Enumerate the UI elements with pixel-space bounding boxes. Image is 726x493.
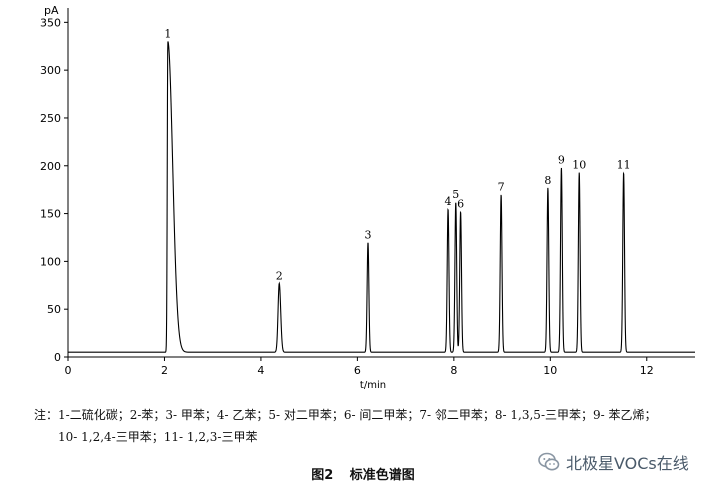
- caption-number: 图2: [311, 468, 334, 483]
- x-tick-label: 2: [161, 364, 168, 377]
- x-tick-label: 10: [543, 364, 557, 377]
- peak-label: 6: [457, 198, 464, 211]
- y-tick-label: 350: [40, 16, 61, 29]
- peak-label: 7: [498, 180, 505, 193]
- peak-label: 5: [452, 188, 459, 201]
- peak-label: 3: [364, 228, 371, 241]
- x-tick-label: 4: [257, 364, 264, 377]
- peak-label: 11: [617, 158, 631, 171]
- x-tick-label: 6: [354, 364, 361, 377]
- peak-legend-note: 注：1-二硫化碳；2-苯；3- 甲苯；4- 乙苯；5- 对二甲苯；6- 间二甲苯…: [34, 404, 724, 448]
- x-tick-label: 0: [65, 364, 72, 377]
- note-line-1: 注：1-二硫化碳；2-苯；3- 甲苯；4- 乙苯；5- 对二甲苯；6- 间二甲苯…: [34, 408, 657, 422]
- watermark-text: 北极星VOCs在线: [566, 454, 689, 473]
- x-tick-label: 12: [640, 364, 654, 377]
- y-tick-label: 300: [40, 64, 61, 77]
- y-tick-label: 50: [47, 303, 61, 316]
- wechat-icon: [538, 452, 560, 471]
- peak-labels: 1 2 3 456 7 89 10 11: [164, 27, 630, 282]
- watermark: 北极星VOCs在线: [538, 451, 724, 473]
- y-tick-label: 100: [40, 255, 61, 268]
- y-tick-label: 150: [40, 208, 61, 221]
- figure-caption: 图2 标准色谱图: [0, 464, 726, 483]
- peak-label: 2: [276, 269, 283, 282]
- y-tick-label: 200: [40, 160, 61, 173]
- peak-label: 4: [445, 195, 452, 208]
- y-tick-label: 0: [54, 351, 61, 364]
- y-tick-label: 250: [40, 112, 61, 125]
- axes: [64, 8, 695, 361]
- peak-label: 9: [558, 154, 565, 167]
- note-line-2: 10- 1,2,4-三甲苯；11- 1,2,3-三甲苯: [58, 430, 258, 444]
- peak-label: 8: [544, 174, 551, 187]
- x-axis-label: t/min: [360, 380, 386, 391]
- chromatogram-trace: [68, 41, 695, 353]
- peak-label: 10: [572, 158, 586, 171]
- caption-title: 标准色谱图: [349, 468, 415, 483]
- peak-label: 1: [164, 27, 171, 40]
- y-axis-label: pA: [44, 4, 59, 17]
- x-tick-label: 8: [450, 364, 457, 377]
